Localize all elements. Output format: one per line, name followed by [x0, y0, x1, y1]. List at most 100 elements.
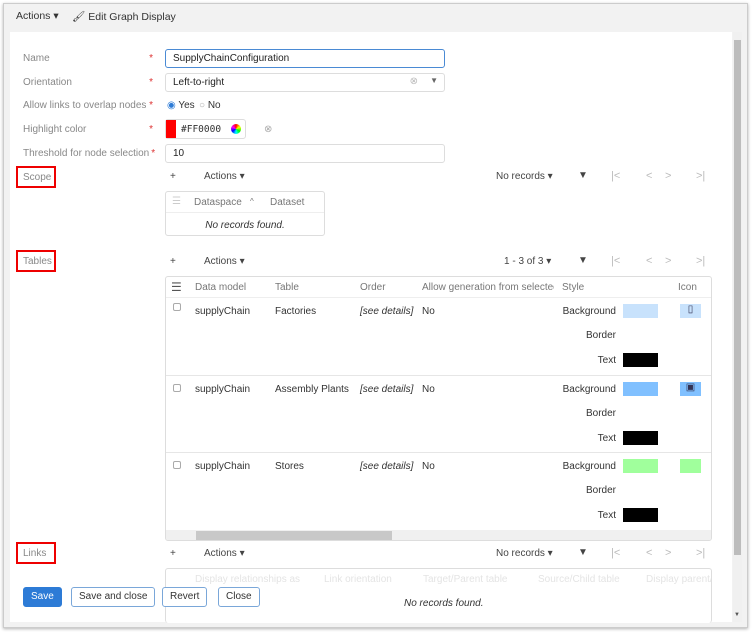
background-swatch — [623, 459, 658, 473]
scope-records-menu[interactable]: No records ▾ — [496, 171, 553, 182]
highlight-label-row: Highlight color * — [23, 124, 153, 135]
overlap-label-row: Allow links to overlap nodes * — [23, 100, 153, 111]
text-color-swatch — [623, 431, 658, 445]
links-actions-menu[interactable]: Actions ▾ — [204, 548, 245, 559]
style-background-label: Background — [562, 306, 616, 317]
clipboard-icon: ▣ — [680, 382, 701, 396]
column-header[interactable]: Allow generation from selectec — [422, 282, 554, 293]
scope-table: ☰ Dataspace ^ Dataset No records found. — [165, 191, 325, 236]
first-page-icon[interactable]: |< — [611, 547, 621, 559]
see-details-link[interactable]: [see details] — [360, 384, 414, 395]
links-highlight-box — [16, 542, 56, 564]
column-menu-icon[interactable]: ☰ — [171, 280, 182, 294]
data-model-cell: supplyChain — [195, 384, 251, 395]
column-header[interactable]: Order — [360, 282, 386, 293]
allow-generation-cell: No — [422, 461, 435, 472]
name-input[interactable]: SupplyChainConfiguration — [165, 49, 445, 68]
orientation-label-row: Orientation * — [23, 77, 153, 88]
highlight-color-input[interactable]: #FF0000 — [165, 119, 246, 139]
clear-icon[interactable]: ⊗ — [409, 76, 418, 87]
scrollbar-thumb[interactable] — [196, 531, 392, 540]
table-cell: Factories — [275, 306, 317, 317]
required-mark: * — [149, 77, 153, 88]
data-model-cell: supplyChain — [195, 306, 251, 317]
last-page-icon[interactable]: >| — [696, 547, 706, 559]
next-page-icon[interactable]: > — [665, 255, 672, 267]
tables-table: ☰ Data model Table Order Allow generatio… — [165, 276, 712, 541]
row-checkbox[interactable] — [173, 461, 181, 469]
filter-icon[interactable]: ▼ — [578, 255, 588, 266]
empty-message: No records found. — [205, 220, 285, 231]
next-page-icon[interactable]: > — [665, 547, 672, 559]
threshold-input[interactable]: 10 — [165, 144, 445, 163]
style-border-label: Border — [585, 408, 616, 419]
scope-add-button[interactable]: + — [170, 171, 176, 182]
prev-page-icon[interactable]: < — [646, 255, 653, 267]
style-background-label: Background — [562, 461, 616, 472]
column-header: Display parent/ — [646, 574, 712, 585]
horizontal-scrollbar[interactable] — [166, 530, 711, 540]
edit-graph-display-button[interactable]: 🖌 Edit Graph Display — [72, 11, 176, 23]
column-header[interactable]: Style — [562, 282, 585, 293]
scope-actions-menu[interactable]: Actions ▾ — [204, 171, 245, 182]
close-button[interactable]: Close — [218, 587, 260, 607]
orientation-select[interactable]: Left-to-right ⊗ ▼ — [165, 73, 445, 92]
next-page-icon[interactable]: > — [665, 170, 672, 182]
table-row[interactable]: supplyChain Assembly Plants [see details… — [166, 375, 711, 452]
vertical-scrollbar[interactable]: ▼ — [733, 32, 742, 622]
column-header[interactable]: Data model — [195, 282, 247, 293]
table-row[interactable]: supplyChain Factories [see details] No B… — [166, 298, 711, 375]
links-add-button[interactable]: + — [170, 548, 176, 559]
background-swatch — [623, 382, 658, 396]
scroll-down-icon[interactable]: ▼ — [734, 612, 740, 618]
allow-generation-cell: No — [422, 306, 435, 317]
empty-message: No records found. — [404, 598, 484, 609]
overlap-no-radio[interactable]: ○ No — [199, 100, 221, 111]
table-cell: Stores — [275, 461, 304, 472]
tables-label: Tables — [23, 256, 52, 267]
row-checkbox[interactable] — [173, 303, 181, 311]
color-wheel-icon[interactable] — [231, 124, 241, 134]
background-swatch — [623, 304, 658, 318]
filter-icon[interactable]: ▼ — [578, 170, 588, 181]
clear-color-icon[interactable]: ⊗ — [264, 124, 273, 135]
column-menu-icon[interactable]: ☰ — [172, 196, 181, 207]
column-header: Target/Parent table — [423, 574, 508, 585]
style-text-label: Text — [597, 355, 616, 366]
column-header[interactable]: Icon — [678, 282, 697, 293]
first-page-icon[interactable]: |< — [611, 255, 621, 267]
chevron-down-icon[interactable]: ▼ — [430, 76, 438, 85]
tables-records-menu[interactable]: 1 - 3 of 3 ▾ — [504, 256, 552, 267]
actions-menu[interactable]: Actions ▾ — [16, 10, 59, 22]
links-records-menu[interactable]: No records ▾ — [496, 548, 553, 559]
table-cell: Assembly Plants — [275, 384, 349, 395]
column-header[interactable]: Dataset — [270, 197, 305, 208]
tables-add-button[interactable]: + — [170, 256, 176, 267]
style-border-label: Border — [585, 330, 616, 341]
name-label: Name — [23, 53, 50, 64]
overlap-yes-radio[interactable]: ◉ Yes — [167, 100, 195, 111]
tables-highlight-box — [16, 250, 56, 272]
tables-actions-menu[interactable]: Actions ▾ — [204, 256, 245, 267]
prev-page-icon[interactable]: < — [646, 547, 653, 559]
see-details-link[interactable]: [see details] — [360, 461, 414, 472]
see-details-link[interactable]: [see details] — [360, 306, 414, 317]
style-background-label: Background — [562, 384, 616, 395]
table-row[interactable]: supplyChain Stores [see details] No Back… — [166, 452, 711, 529]
phone-icon: ▯ — [680, 304, 701, 318]
column-header[interactable]: Dataspace — [194, 197, 242, 208]
first-page-icon[interactable]: |< — [611, 170, 621, 182]
save-and-close-button[interactable]: Save and close — [71, 587, 156, 607]
allow-generation-cell: No — [422, 384, 435, 395]
filter-icon[interactable]: ▼ — [578, 547, 588, 558]
last-page-icon[interactable]: >| — [696, 170, 706, 182]
text-color-swatch — [623, 353, 658, 367]
icon-swatch — [680, 459, 701, 473]
last-page-icon[interactable]: >| — [696, 255, 706, 267]
prev-page-icon[interactable]: < — [646, 170, 653, 182]
column-header[interactable]: Table — [275, 282, 299, 293]
row-checkbox[interactable] — [173, 384, 181, 392]
scrollbar-thumb[interactable] — [734, 40, 741, 555]
save-button[interactable]: Save — [23, 587, 62, 607]
revert-button[interactable]: Revert — [162, 587, 208, 607]
